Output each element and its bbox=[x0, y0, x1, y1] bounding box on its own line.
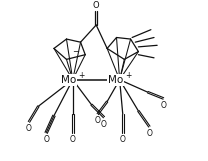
Text: O: O bbox=[160, 101, 166, 110]
Text: O: O bbox=[95, 116, 101, 125]
Text: O: O bbox=[43, 135, 49, 144]
Text: Mo: Mo bbox=[108, 75, 123, 85]
Text: −: − bbox=[72, 47, 79, 56]
Text: O: O bbox=[101, 120, 107, 129]
Text: O: O bbox=[26, 124, 32, 133]
Text: O: O bbox=[146, 129, 152, 138]
Text: +: + bbox=[78, 71, 84, 80]
Text: Mo: Mo bbox=[61, 75, 77, 85]
Text: O: O bbox=[120, 135, 126, 144]
Text: +: + bbox=[125, 71, 131, 80]
Text: O: O bbox=[70, 135, 76, 144]
Text: O: O bbox=[93, 1, 99, 10]
